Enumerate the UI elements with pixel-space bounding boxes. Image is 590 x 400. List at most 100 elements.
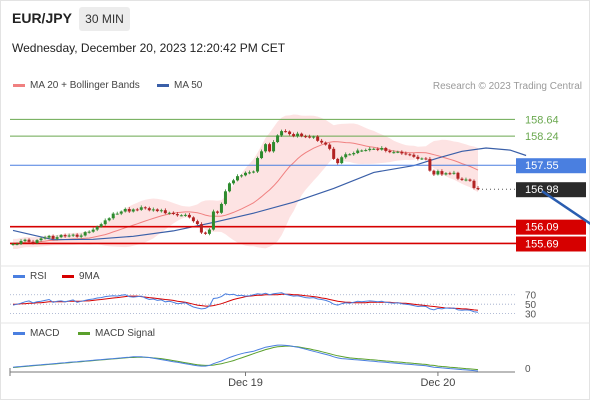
candle-body xyxy=(203,232,207,234)
candle-body xyxy=(123,208,127,212)
candle-body xyxy=(27,239,31,242)
candle-body xyxy=(296,133,300,137)
rsi-tick-label: 50 xyxy=(525,300,537,311)
candle-body xyxy=(388,150,392,153)
candle-body xyxy=(380,147,384,150)
candle-body xyxy=(476,187,480,190)
legend-ma50-label: MA 50 xyxy=(174,80,203,91)
candle-body xyxy=(356,150,360,154)
candle-body xyxy=(376,148,380,150)
level-tag-155.69 xyxy=(516,236,586,252)
candle-body xyxy=(11,243,15,245)
candle-body xyxy=(39,238,43,241)
candle-body xyxy=(87,231,91,233)
candle-body xyxy=(35,240,39,244)
candle-body xyxy=(372,148,376,150)
candle-body xyxy=(328,144,332,149)
candle-body xyxy=(396,151,400,153)
candle-body xyxy=(260,151,264,159)
candle-body xyxy=(384,147,388,151)
candle-body xyxy=(83,232,87,236)
level-tag-157.55 xyxy=(516,158,586,174)
rsi-ma-line xyxy=(13,293,479,311)
candle-body xyxy=(143,207,147,209)
candle-body xyxy=(135,209,139,211)
candle-body xyxy=(404,153,408,155)
level-tag-156.09 xyxy=(516,219,586,235)
candle-body xyxy=(75,234,79,237)
macd-line xyxy=(12,344,479,372)
candle-body xyxy=(248,172,252,174)
candle-body xyxy=(244,172,247,176)
candle-body xyxy=(179,215,183,217)
candle-body xyxy=(215,211,219,213)
x-tick-label: Dec 20 xyxy=(420,377,455,389)
candle-body xyxy=(420,158,424,160)
candle-body xyxy=(31,241,35,244)
rsi-swatch xyxy=(13,275,25,278)
macd-signal-swatch xyxy=(78,332,90,335)
candle-body xyxy=(211,211,215,230)
candle-body xyxy=(59,235,63,238)
candle-body xyxy=(199,224,203,233)
candle-body xyxy=(115,213,119,215)
candle-body xyxy=(292,134,296,137)
legend-macd-signal: MACD Signal xyxy=(78,328,155,339)
candle-body xyxy=(159,210,163,212)
level-label-157.55: 157.55 xyxy=(525,160,559,172)
projection-arrow xyxy=(541,190,590,226)
candle-body xyxy=(452,172,456,174)
candle-body xyxy=(51,235,55,239)
candle-body xyxy=(280,131,284,136)
candle-body xyxy=(119,211,123,214)
candle-body xyxy=(428,158,432,171)
rsi-line xyxy=(12,292,479,313)
candle-body xyxy=(191,217,195,222)
candle-body xyxy=(19,240,23,244)
timeframe-button[interactable]: 30 MIN xyxy=(79,7,130,31)
candle-body xyxy=(336,158,340,164)
candle-body xyxy=(23,239,27,241)
candle-body xyxy=(472,180,476,188)
candle-body xyxy=(312,136,316,138)
chart-datetime: Wednesday, December 20, 2023 12:20:42 PM… xyxy=(12,41,286,55)
candle-body xyxy=(151,209,155,211)
candle-body xyxy=(183,214,187,216)
candle-body xyxy=(207,229,211,234)
level-label-158.64: 158.64 xyxy=(525,114,559,126)
candle-body xyxy=(444,173,448,175)
candle-body xyxy=(276,135,280,143)
candle-body xyxy=(316,136,320,141)
legend-macd-signal-label: MACD Signal xyxy=(95,328,156,339)
candle-body xyxy=(167,212,171,214)
candle-body xyxy=(79,235,83,237)
legend-ma20-label: MA 20 + Bollinger Bands xyxy=(30,80,140,91)
candle-body xyxy=(436,171,440,175)
candle-body xyxy=(308,136,312,138)
candle-body xyxy=(103,220,107,225)
candle-body xyxy=(107,218,111,221)
legend-ma50: MA 50 xyxy=(157,80,202,91)
candle-body xyxy=(324,142,328,145)
candle-body xyxy=(332,148,336,159)
candle-body xyxy=(268,144,272,152)
candle-body xyxy=(468,179,472,181)
candle-body xyxy=(448,173,452,175)
legend-rsi: RSI xyxy=(13,271,47,282)
candle-body xyxy=(416,156,420,159)
rsi-tick-label: 30 xyxy=(525,310,537,321)
candle-body xyxy=(352,153,356,155)
symbol-title: EUR/JPY xyxy=(12,10,72,26)
level-label-155.69: 155.69 xyxy=(525,238,559,250)
candle-body xyxy=(91,229,95,232)
research-credit: Research © 2023 Trading Central xyxy=(432,81,582,92)
candle-body xyxy=(231,180,235,184)
legend-macd: MACD xyxy=(13,328,59,339)
candle-body xyxy=(320,140,324,143)
candle-body xyxy=(187,214,191,218)
macd-tick-label: 0 xyxy=(525,364,531,375)
candle-body xyxy=(264,144,268,152)
candle-body xyxy=(47,235,51,238)
legend-rsi-ma-label: 9MA xyxy=(79,271,100,282)
